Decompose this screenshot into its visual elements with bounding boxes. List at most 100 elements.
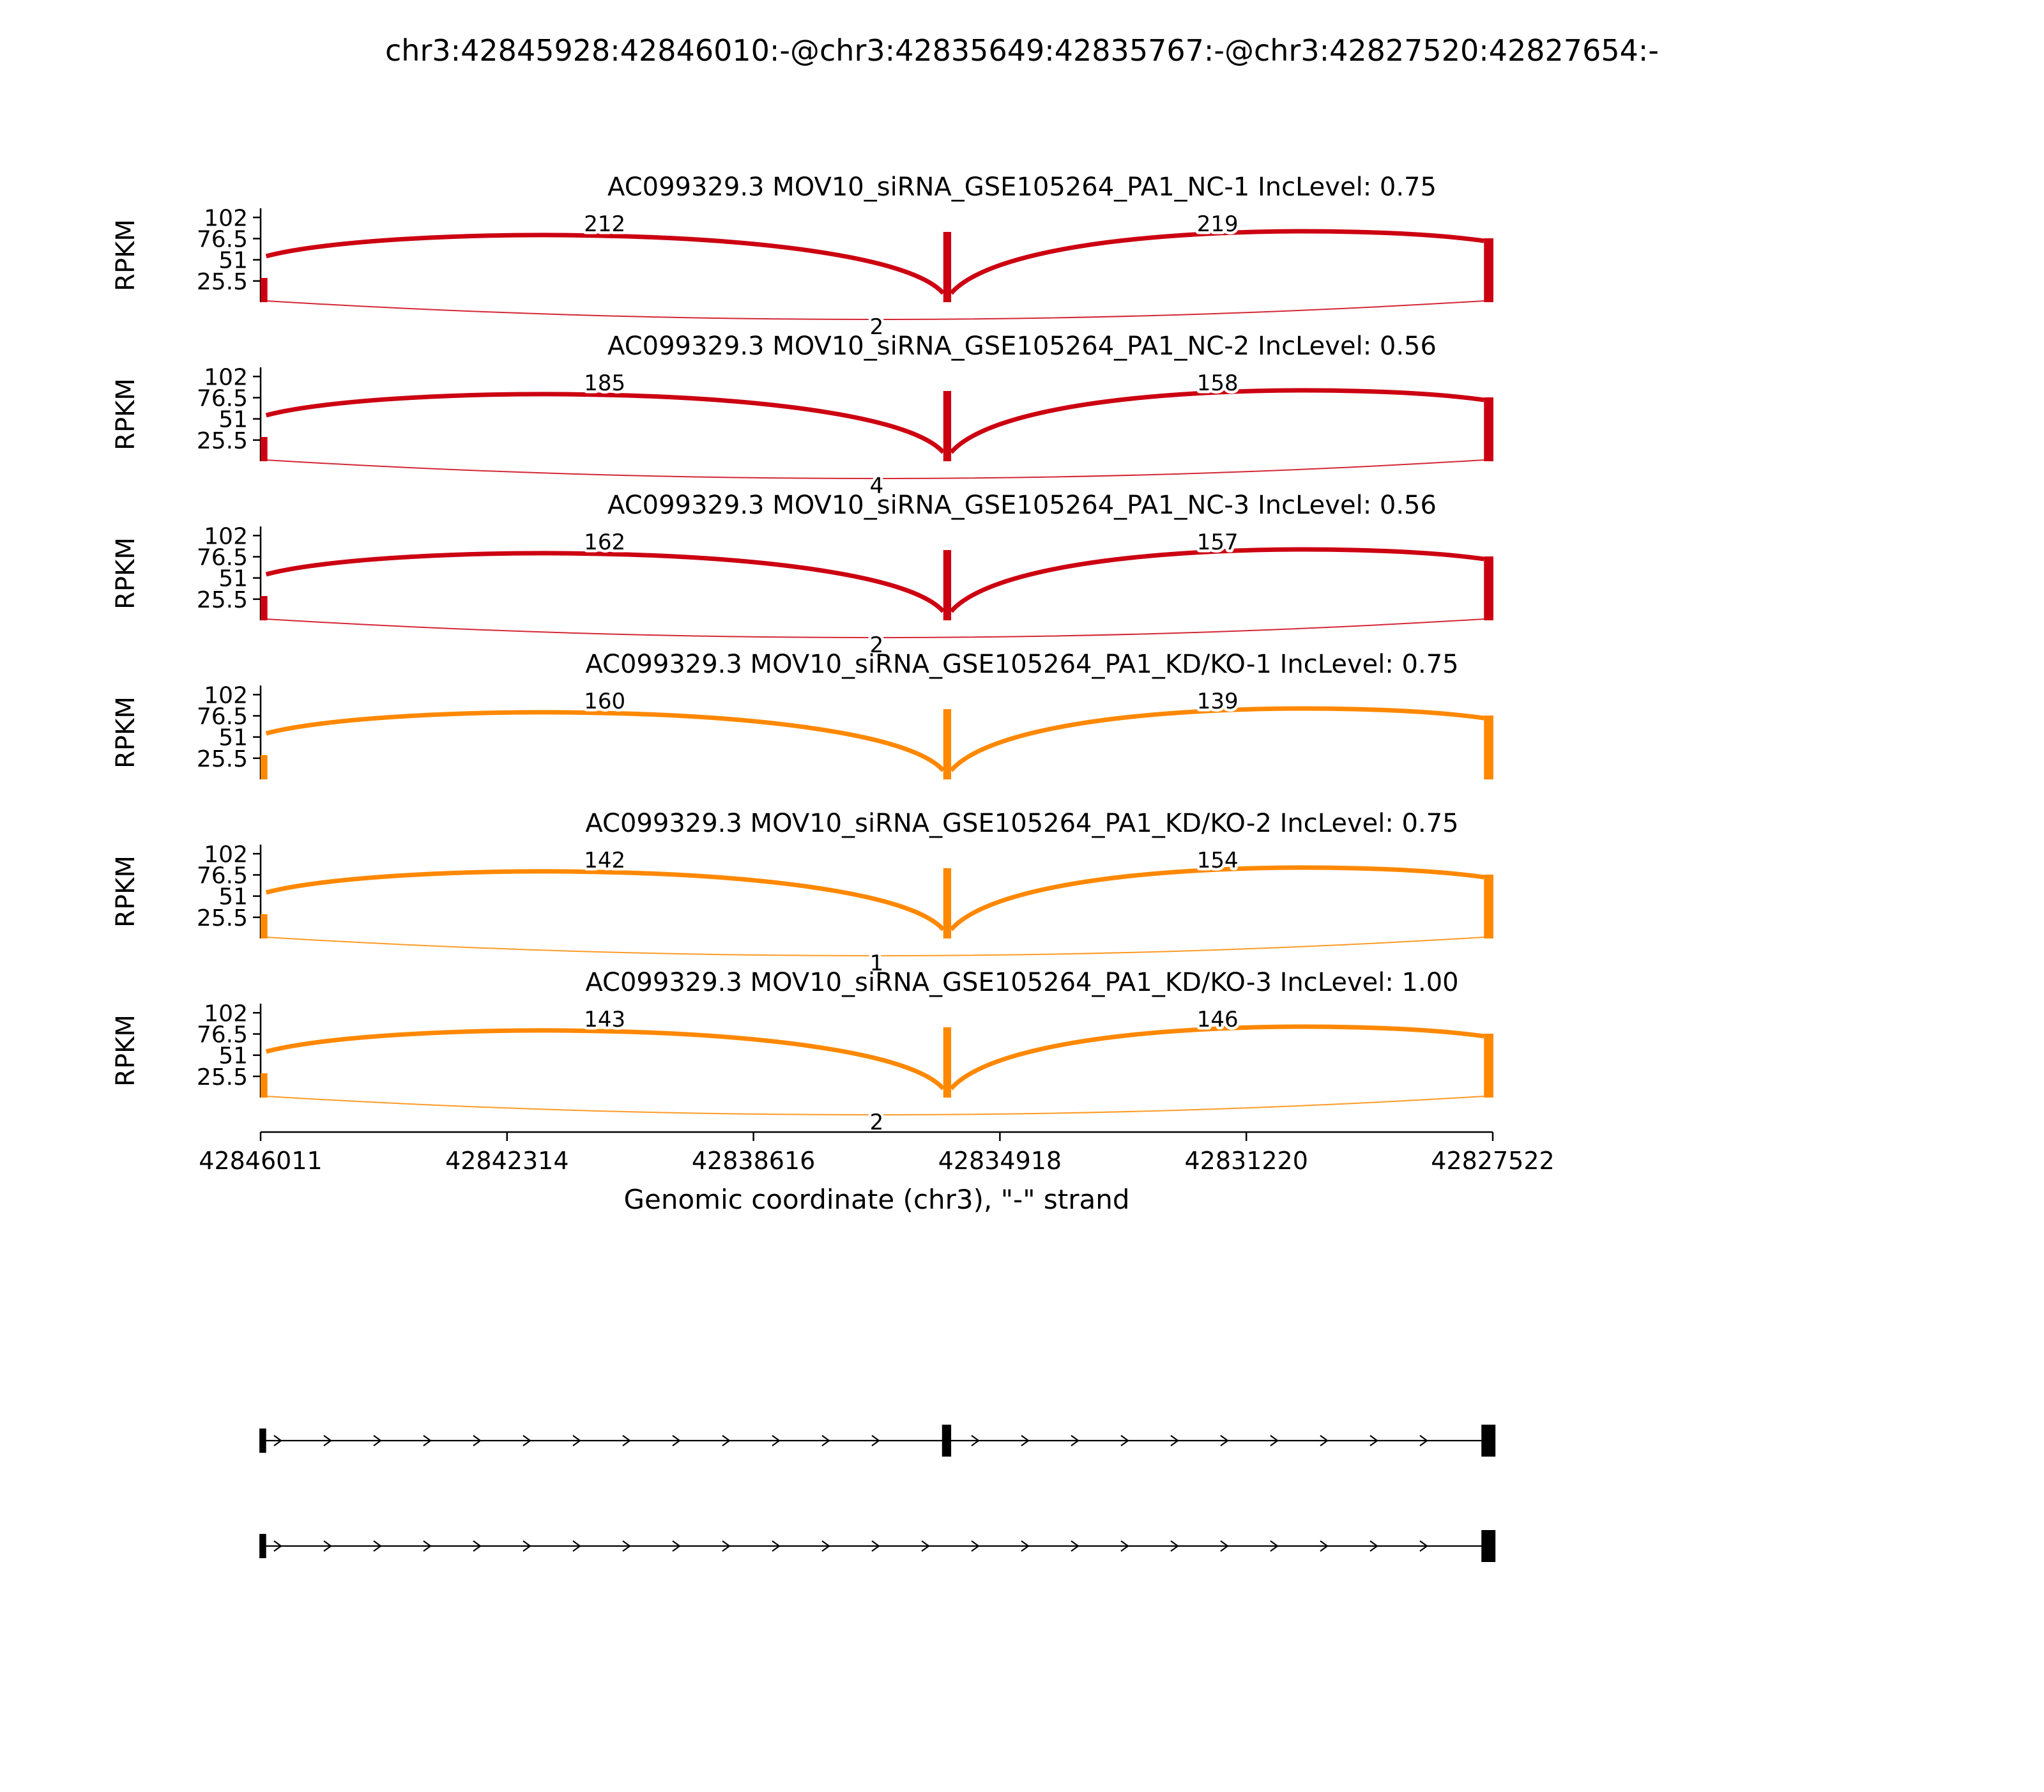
y-axis-title: RPKM bbox=[111, 219, 141, 291]
y-tick-label: 25.5 bbox=[197, 905, 248, 931]
exon-block bbox=[942, 1425, 952, 1457]
inclusion-arc-upstream bbox=[265, 1028, 945, 1091]
junction-count-downstream: 146 bbox=[1197, 1007, 1239, 1032]
strand-arrow bbox=[622, 1540, 631, 1552]
y-tick-label: 51 bbox=[218, 566, 248, 592]
strand-arrow bbox=[722, 1435, 731, 1446]
junction-count-upstream: 185 bbox=[584, 371, 625, 396]
track-title: AC099329.3 MOV10_siRNA_GSE105264_PA1_NC-… bbox=[607, 172, 1437, 202]
middle-exon-coverage bbox=[943, 868, 952, 938]
strand-arrow bbox=[971, 1540, 980, 1552]
right-exon-coverage bbox=[1484, 716, 1493, 779]
skipping-junction-count: 2 bbox=[870, 314, 884, 340]
inclusion-arc-downstream bbox=[949, 706, 1484, 772]
strand-arrow bbox=[871, 1435, 880, 1446]
strand-arrow bbox=[1021, 1435, 1030, 1446]
right-exon-coverage bbox=[1484, 1034, 1493, 1098]
y-tick-label: 51 bbox=[218, 725, 248, 751]
skipping-arc bbox=[266, 459, 1484, 479]
strand-arrow bbox=[273, 1435, 282, 1446]
middle-exon-coverage bbox=[943, 709, 952, 779]
figure-title: chr3:42845928:42846010:-@chr3:42835649:4… bbox=[385, 33, 1659, 68]
strand-arrow bbox=[1220, 1540, 1229, 1552]
skipping-junction-count: 1 bbox=[870, 951, 884, 976]
strand-arrow bbox=[1220, 1435, 1229, 1446]
strand-arrow bbox=[722, 1540, 731, 1552]
strand-arrow bbox=[572, 1435, 581, 1446]
strand-arrow bbox=[672, 1435, 681, 1446]
middle-exon-coverage bbox=[943, 1027, 952, 1098]
strand-arrow bbox=[323, 1435, 332, 1446]
strand-arrow bbox=[971, 1435, 980, 1446]
skipping-junction-count: 2 bbox=[870, 1110, 884, 1135]
strand-arrow bbox=[672, 1540, 681, 1552]
strand-arrow bbox=[871, 1540, 880, 1552]
y-axis-title: RPKM bbox=[111, 855, 141, 928]
strand-arrow bbox=[423, 1540, 432, 1552]
y-tick-label: 51 bbox=[218, 1043, 248, 1069]
inclusion-arc-upstream bbox=[265, 551, 945, 613]
strand-arrow bbox=[572, 1540, 581, 1552]
junction-count-downstream: 139 bbox=[1197, 689, 1239, 714]
strand-arrow bbox=[622, 1435, 631, 1446]
track-title: AC099329.3 MOV10_siRNA_GSE105264_PA1_KD/… bbox=[585, 809, 1458, 838]
junction-count-upstream: 212 bbox=[584, 211, 625, 237]
strand-arrow bbox=[473, 1435, 482, 1446]
y-axis-title: RPKM bbox=[111, 1015, 141, 1087]
junction-count-downstream: 158 bbox=[1197, 371, 1239, 396]
track-title: AC099329.3 MOV10_siRNA_GSE105264_PA1_KD/… bbox=[585, 968, 1458, 997]
y-tick-label: 76.5 bbox=[197, 862, 248, 889]
y-tick-label: 76.5 bbox=[197, 226, 248, 252]
inclusion-arc-downstream bbox=[949, 229, 1484, 295]
strand-arrow bbox=[473, 1540, 482, 1552]
strand-arrow bbox=[1270, 1540, 1279, 1552]
y-axis-title: RPKM bbox=[111, 378, 141, 450]
strand-arrow bbox=[373, 1540, 382, 1552]
y-tick-label: 25.5 bbox=[197, 587, 248, 613]
x-tick-label: 42831220 bbox=[1184, 1147, 1308, 1175]
y-tick-label: 25.5 bbox=[197, 269, 248, 295]
inclusion-arc-upstream bbox=[265, 710, 945, 772]
y-tick-label: 76.5 bbox=[197, 703, 248, 730]
x-tick-label: 42834918 bbox=[938, 1147, 1062, 1175]
track-5: AC099329.3 MOV10_siRNA_GSE105264_PA1_KD/… bbox=[111, 809, 1493, 979]
strand-arrow bbox=[921, 1540, 930, 1552]
middle-exon-coverage bbox=[943, 391, 952, 461]
x-axis-title: Genomic coordinate (chr3), "-" strand bbox=[623, 1184, 1129, 1215]
strand-arrow bbox=[1369, 1435, 1378, 1446]
x-axis: 42846011 42842314 42838616 42834918 42831220… bbox=[199, 1131, 1555, 1215]
strand-arrow bbox=[1170, 1540, 1179, 1552]
track-title: AC099329.3 MOV10_siRNA_GSE105264_PA1_NC-… bbox=[607, 491, 1437, 520]
left-exon-coverage bbox=[261, 278, 268, 302]
y-tick-label: 102 bbox=[204, 682, 248, 708]
strand-arrow bbox=[1320, 1435, 1329, 1446]
exon-block bbox=[1481, 1425, 1496, 1457]
y-axis-title: RPKM bbox=[111, 696, 141, 769]
x-tick-label: 42842314 bbox=[445, 1147, 568, 1175]
strand-arrow bbox=[1120, 1540, 1129, 1552]
right-exon-coverage bbox=[1484, 875, 1493, 938]
strand-arrow bbox=[1071, 1435, 1079, 1446]
skipping-junction-count: 2 bbox=[870, 632, 884, 658]
transcript-1 bbox=[259, 1425, 1496, 1457]
inclusion-arc-downstream bbox=[949, 865, 1484, 931]
inclusion-arc-downstream bbox=[949, 388, 1484, 454]
junction-count-downstream: 157 bbox=[1197, 530, 1239, 555]
y-tick-label: 51 bbox=[218, 407, 248, 433]
track-6: AC099329.3 MOV10_siRNA_GSE105264_PA1_KD/… bbox=[111, 968, 1493, 1138]
transcript-2 bbox=[259, 1530, 1496, 1562]
y-axis-title: RPKM bbox=[111, 537, 141, 609]
right-exon-coverage bbox=[1484, 556, 1493, 620]
junction-count-downstream: 154 bbox=[1197, 848, 1239, 873]
skipping-arc bbox=[266, 937, 1484, 956]
strand-arrow bbox=[1270, 1435, 1279, 1446]
y-tick-label: 76.5 bbox=[197, 385, 248, 411]
strand-arrow bbox=[273, 1540, 282, 1552]
junction-count-upstream: 143 bbox=[584, 1007, 625, 1032]
right-exon-coverage bbox=[1484, 238, 1493, 302]
y-tick-label: 76.5 bbox=[197, 544, 248, 571]
strand-arrow bbox=[522, 1435, 531, 1446]
track-4: AC099329.3 MOV10_siRNA_GSE105264_PA1_KD/… bbox=[111, 650, 1493, 779]
middle-exon-coverage bbox=[943, 550, 952, 620]
